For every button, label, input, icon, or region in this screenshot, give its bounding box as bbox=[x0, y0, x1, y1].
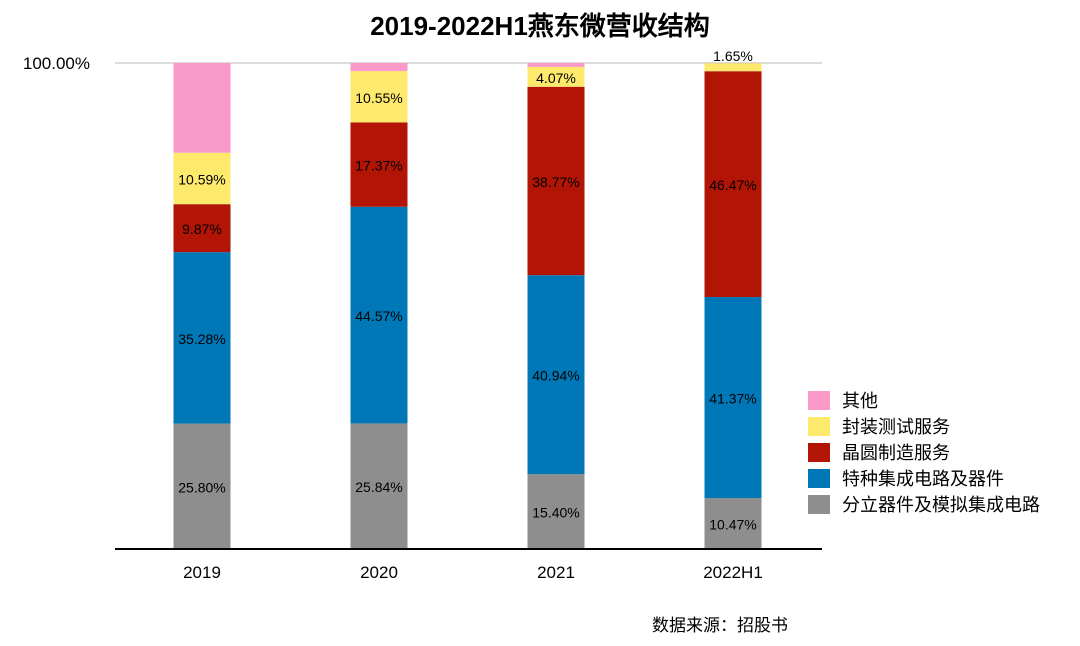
legend-item: 封装测试服务 bbox=[808, 413, 1040, 439]
bar-segment bbox=[350, 423, 408, 549]
data-label: 46.47% bbox=[709, 177, 756, 193]
x-tick-label: 2020 bbox=[360, 563, 398, 582]
y-tick-label: 100.00% bbox=[23, 54, 90, 73]
data-label: 10.59% bbox=[178, 171, 225, 187]
legend-swatch bbox=[808, 494, 830, 514]
data-label: 44.57% bbox=[355, 308, 402, 324]
legend-swatch bbox=[808, 468, 830, 488]
bar-segment bbox=[704, 71, 762, 298]
bar-segment bbox=[704, 498, 762, 549]
bar-segment bbox=[527, 474, 585, 549]
bar-segment bbox=[350, 63, 408, 72]
x-tick-label: 2021 bbox=[537, 563, 575, 582]
bar-segment bbox=[173, 252, 231, 424]
bar-segment bbox=[350, 206, 408, 424]
bar-segment bbox=[173, 63, 231, 153]
x-tick-label: 2019 bbox=[183, 563, 221, 582]
x-tick-label: 2022H1 bbox=[703, 563, 763, 582]
bar-segment bbox=[350, 122, 408, 207]
data-label: 35.28% bbox=[178, 331, 225, 347]
legend-swatch bbox=[808, 390, 830, 410]
data-label: 9.87% bbox=[182, 221, 222, 237]
data-label: 40.94% bbox=[532, 368, 579, 384]
bar-segment bbox=[704, 297, 762, 499]
chart-title: 2019-2022H1燕东微营收结构 bbox=[370, 11, 710, 41]
bar-segment bbox=[173, 152, 231, 205]
bar-segment bbox=[350, 71, 408, 123]
data-label: 17.37% bbox=[355, 158, 402, 174]
data-label: 15.40% bbox=[532, 505, 579, 521]
data-label: 1.65% bbox=[713, 48, 753, 64]
legend-item: 其他 bbox=[808, 387, 1040, 413]
legend-label: 分立器件及模拟集成电路 bbox=[842, 495, 1040, 515]
bar-segment bbox=[173, 204, 231, 253]
legend-item: 分立器件及模拟集成电路 bbox=[808, 491, 1040, 517]
legend-item: 晶圆制造服务 bbox=[808, 439, 1040, 465]
data-label: 10.55% bbox=[355, 90, 402, 106]
chart-legend: 其他封装测试服务 晶圆制造服务特种集成电路及器件分立器件及模拟集成电路 bbox=[808, 387, 1040, 517]
legend-swatch bbox=[808, 442, 830, 462]
legend-swatch bbox=[808, 416, 830, 436]
data-label: 25.84% bbox=[355, 479, 402, 495]
legend-item: 特种集成电路及器件 bbox=[808, 465, 1040, 491]
bar-segment bbox=[527, 66, 585, 87]
legend-label: 封装测试服务 bbox=[842, 417, 950, 437]
bar-segment bbox=[527, 86, 585, 276]
legend-label: 特种集成电路及器件 bbox=[842, 469, 1004, 489]
bar-segment bbox=[527, 275, 585, 475]
data-label: 4.07% bbox=[536, 70, 576, 86]
legend-label: 其他 bbox=[842, 391, 878, 411]
legend-label: 晶圆制造服务 bbox=[842, 443, 950, 463]
bar-segment bbox=[527, 63, 585, 67]
source-note: 数据来源：招股书 bbox=[652, 616, 788, 635]
data-label: 38.77% bbox=[532, 174, 579, 190]
data-label: 10.47% bbox=[709, 517, 756, 533]
data-label: 41.37% bbox=[709, 391, 756, 407]
bar-segment bbox=[173, 423, 231, 549]
data-label: 25.80% bbox=[178, 479, 225, 495]
bar-segment bbox=[704, 63, 762, 72]
